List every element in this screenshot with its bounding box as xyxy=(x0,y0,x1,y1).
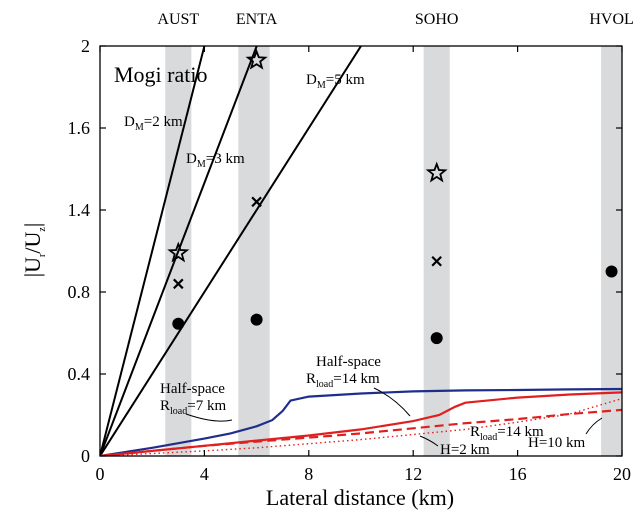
marker-dot-7 xyxy=(250,313,263,326)
marker-dot-8 xyxy=(430,332,443,345)
x-axis-title: Lateral distance (km) xyxy=(266,485,454,510)
marker-cross-4 xyxy=(251,196,262,208)
y-tick-label-4: 1.6 xyxy=(68,118,91,138)
y-tick-label-2: 0.8 xyxy=(68,282,91,302)
dm5-label: DM=5 km xyxy=(306,72,365,91)
marker-star-2 xyxy=(425,161,448,183)
marker-dot-9 xyxy=(605,265,618,278)
hs7-line2: Rload=7 km xyxy=(160,398,226,417)
dm3-label: DM=3 km xyxy=(186,151,245,170)
mogi-line-2 xyxy=(100,46,258,456)
h2-label: H=2 km xyxy=(440,442,490,458)
marker-star-0 xyxy=(167,241,190,263)
mogi-ratio-label: Mogi ratio xyxy=(114,62,208,87)
mogi-lines xyxy=(100,46,363,456)
y-axis-title: |Ur/Uz| xyxy=(20,223,48,278)
x-tick-label-4: 4 xyxy=(200,464,209,484)
band-hvol xyxy=(601,46,622,456)
observation-markers xyxy=(167,48,618,345)
x-tick-label-16: 16 xyxy=(509,464,527,484)
marker-dot-6 xyxy=(172,317,185,330)
dm2-label: DM=2 km xyxy=(124,114,183,133)
band-enta xyxy=(238,46,270,456)
y-tick-label-1: 0.4 xyxy=(68,364,91,384)
x-tick-label-8: 8 xyxy=(304,464,313,484)
marker-star-1 xyxy=(245,48,268,70)
hs7-pointer xyxy=(185,413,233,422)
annotations: Mogi ratio DM=2 km DM=3 km DM=5 km Half-… xyxy=(114,62,603,458)
station-label-hvol: HVOL xyxy=(589,11,633,28)
hs14-pointer xyxy=(373,387,411,417)
curve-3 xyxy=(100,408,622,456)
mogi-line-1 xyxy=(100,46,206,456)
station-labels: AUST ENTA SOHO HVOL xyxy=(157,11,633,28)
marker-cross-3 xyxy=(173,278,184,290)
mogi-line-3 xyxy=(100,46,363,456)
station-label-enta: ENTA xyxy=(236,11,278,28)
hs14-line2: Rload=14 km xyxy=(306,371,380,390)
h10-pointer xyxy=(585,417,603,435)
y-tick-label-0: 0 xyxy=(81,446,90,466)
tick-marks xyxy=(99,45,623,457)
curve-4 xyxy=(100,397,622,456)
y-tick-label-5: 2 xyxy=(81,36,90,56)
x-tick-label-12: 12 xyxy=(404,464,422,484)
curve-1 xyxy=(100,387,622,456)
station-label-aust: AUST xyxy=(157,11,199,28)
y-tick-label-3: 1.4 xyxy=(68,200,91,220)
h10-label: H=10 km xyxy=(528,435,586,451)
band-soho xyxy=(423,46,450,456)
x-tick-label-20: 20 xyxy=(613,464,631,484)
station-label-soho: SOHO xyxy=(415,11,459,28)
x-tick-labels: 0 4 8 12 16 20 xyxy=(96,464,632,484)
axes xyxy=(99,45,623,457)
hs14-line1: Half-space xyxy=(316,354,381,370)
y-tick-labels: 0 0.4 0.8 1.4 1.6 2 xyxy=(68,36,91,466)
h2-pointer xyxy=(419,435,439,447)
r14-label: Rload=14 km xyxy=(470,424,544,443)
x-tick-label-0: 0 xyxy=(96,464,105,484)
marker-cross-5 xyxy=(431,255,442,267)
model-curves xyxy=(100,387,622,456)
hs7-line1: Half-space xyxy=(160,381,225,397)
plot-frame xyxy=(99,45,623,457)
